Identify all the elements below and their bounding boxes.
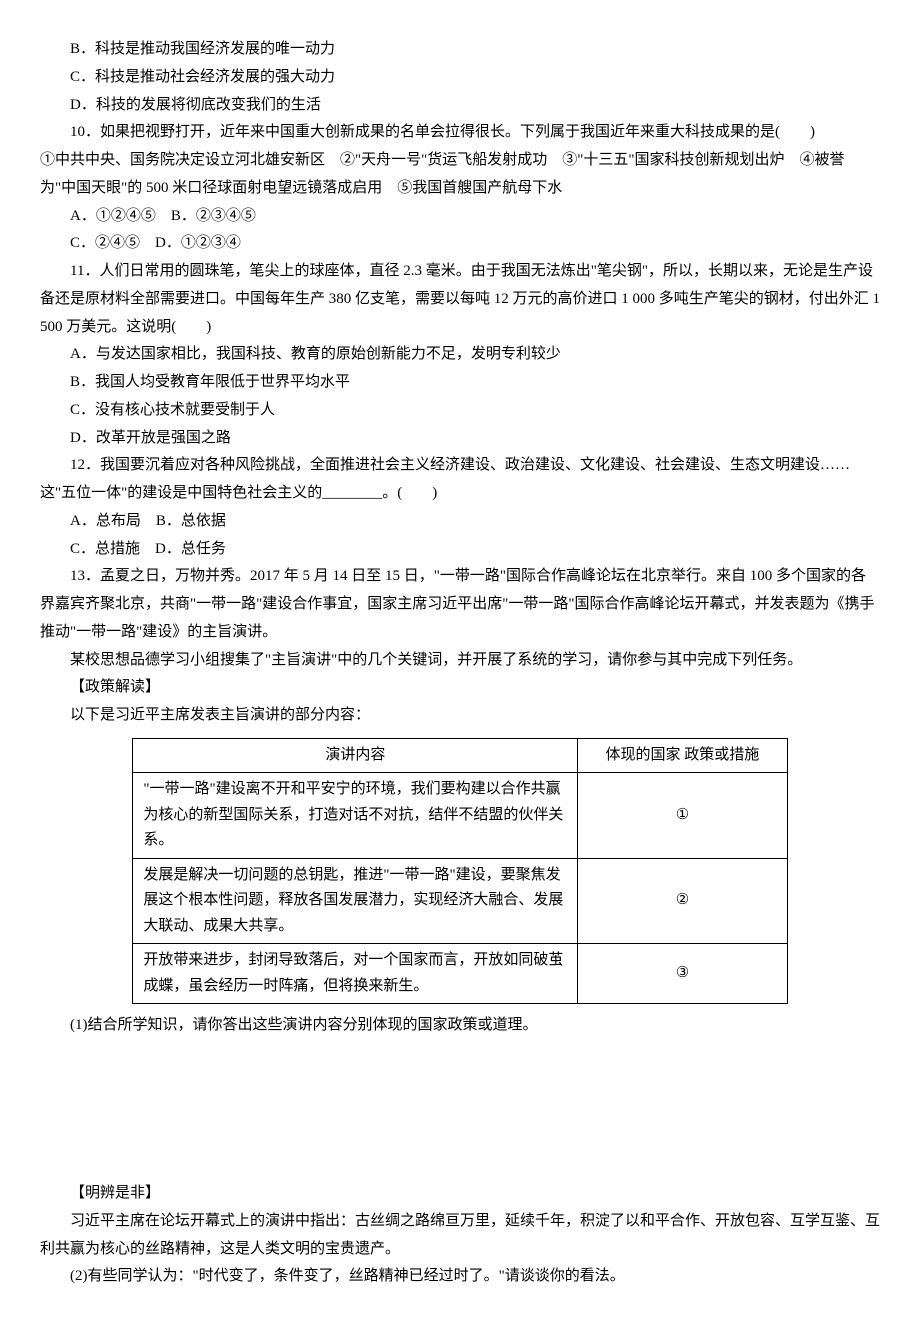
q13-p1: 13．孟夏之日，万物并秀。2017 年 5 月 14 日至 15 日，"一带一路… xyxy=(40,563,880,646)
table-cell-right-2: ② xyxy=(578,858,787,944)
q11-option-b: B．我国人均受教育年限低于世界平均水平 xyxy=(40,369,880,397)
q10-options-ab: A．①②④⑤ B．②③④⑤ xyxy=(40,203,880,231)
q13-section2-heading: 【明辨是非】 xyxy=(40,1180,880,1208)
table-cell-left-3: 开放带来进步，封闭导致落后，对一个国家而言，开放如同破茧成蝶，虽会经历一时阵痛，… xyxy=(133,944,578,1004)
q11-option-c: C．没有核心技术就要受制于人 xyxy=(40,397,880,425)
q10-items: ①中共中央、国务院决定设立河北雄安新区 ②"天舟一号"货运飞船发射成功 ③"十三… xyxy=(40,147,880,203)
table-header-right: 体现的国家 政策或措施 xyxy=(578,738,787,773)
q-prev-option-b: B．科技是推动我国经济发展的唯一动力 xyxy=(40,36,880,64)
q11-option-d: D．改革开放是强国之路 xyxy=(40,425,880,453)
q11-stem: 11．人们日常用的圆珠笔，笔尖上的球座体，直径 2.3 毫米。由于我国无法炼出"… xyxy=(40,258,880,341)
q13-sub1: (1)结合所学知识，请你答出这些演讲内容分别体现的国家政策或道理。 xyxy=(40,1012,880,1040)
q13-p3: 习近平主席在论坛开幕式上的演讲中指出：古丝绸之路绵亘万里，延续千年，积淀了以和平… xyxy=(40,1208,880,1264)
table-cell-left-1: "一带一路"建设离不开和平安宁的环境，我们要构建以合作共赢为核心的新型国际关系，… xyxy=(133,773,578,859)
q12-options-cd: C．总措施 D．总任务 xyxy=(40,536,880,564)
table-header-left: 演讲内容 xyxy=(133,738,578,773)
q11-option-a: A．与发达国家相比，我国科技、教育的原始创新能力不足，发明专利较少 xyxy=(40,341,880,369)
speech-table: 演讲内容 体现的国家 政策或措施 "一带一路"建设离不开和平安宁的环境，我们要构… xyxy=(132,738,787,1005)
table-cell-right-1: ① xyxy=(578,773,787,859)
q-prev-option-d: D．科技的发展将彻底改变我们的生活 xyxy=(40,92,880,120)
q12-stem: 12．我国要沉着应对各种风险挑战，全面推进社会主义经济建设、政治建设、文化建设、… xyxy=(40,452,880,508)
q13-section1-heading: 【政策解读】 xyxy=(40,674,880,702)
answer-space-1 xyxy=(40,1040,880,1180)
q10-stem: 10．如果把视野打开，近年来中国重大创新成果的名单会拉得很长。下列属于我国近年来… xyxy=(40,119,880,147)
table-row: 开放带来进步，封闭导致落后，对一个国家而言，开放如同破茧成蝶，虽会经历一时阵痛，… xyxy=(133,944,787,1004)
q-prev-option-c: C．科技是推动社会经济发展的强大动力 xyxy=(40,64,880,92)
table-cell-left-2: 发展是解决一切问题的总钥匙，推进"一带一路"建设，要聚焦发展这个根本性问题，释放… xyxy=(133,858,578,944)
table-cell-right-3: ③ xyxy=(578,944,787,1004)
q13-p2: 某校思想品德学习小组搜集了"主旨演讲"中的几个关键词，并开展了系统的学习，请你参… xyxy=(40,647,880,675)
q12-options-ab: A．总布局 B．总依据 xyxy=(40,508,880,536)
q10-options-cd: C．②④⑤ D．①②③④ xyxy=(40,230,880,258)
q13-intro: 以下是习近平主席发表主旨演讲的部分内容： xyxy=(40,702,880,730)
table-row: 发展是解决一切问题的总钥匙，推进"一带一路"建设，要聚焦发展这个根本性问题，释放… xyxy=(133,858,787,944)
q13-sub2: (2)有些同学认为："时代变了，条件变了，丝路精神已经过时了。"请谈谈你的看法。 xyxy=(40,1263,880,1291)
table-row: "一带一路"建设离不开和平安宁的环境，我们要构建以合作共赢为核心的新型国际关系，… xyxy=(133,773,787,859)
table-header-row: 演讲内容 体现的国家 政策或措施 xyxy=(133,738,787,773)
